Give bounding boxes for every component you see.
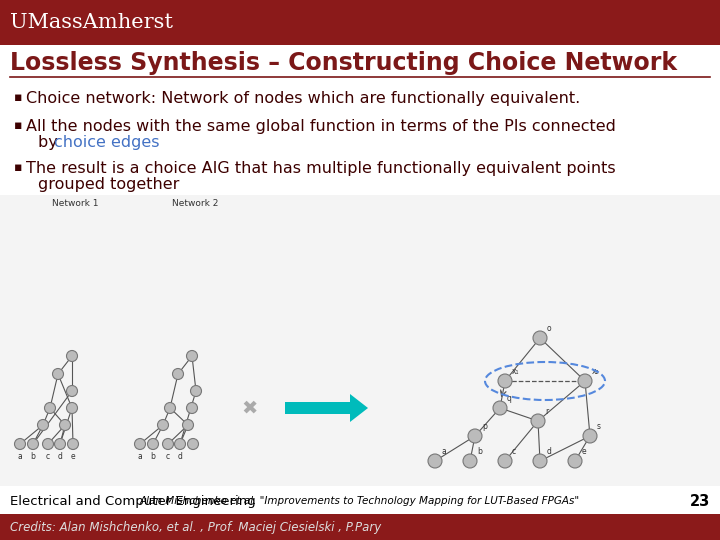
Circle shape bbox=[186, 350, 197, 361]
Circle shape bbox=[158, 420, 168, 430]
Text: d: d bbox=[58, 452, 63, 461]
Circle shape bbox=[148, 438, 158, 449]
Text: c: c bbox=[166, 452, 170, 461]
Text: e: e bbox=[582, 447, 587, 456]
Circle shape bbox=[463, 454, 477, 468]
Text: The result is a choice AIG that has multiple functionally equivalent points: The result is a choice AIG that has mult… bbox=[26, 161, 616, 176]
Circle shape bbox=[468, 429, 482, 443]
Text: d: d bbox=[547, 447, 552, 456]
Circle shape bbox=[45, 402, 55, 414]
Circle shape bbox=[60, 420, 71, 430]
Circle shape bbox=[42, 438, 53, 449]
Circle shape bbox=[135, 438, 145, 449]
Circle shape bbox=[493, 401, 507, 415]
Text: Electrical and Computer Engineering: Electrical and Computer Engineering bbox=[10, 495, 256, 508]
Text: ▪: ▪ bbox=[14, 91, 22, 104]
Circle shape bbox=[66, 386, 78, 396]
Text: c: c bbox=[46, 452, 50, 461]
Circle shape bbox=[173, 368, 184, 380]
Text: q: q bbox=[507, 394, 512, 403]
Circle shape bbox=[583, 429, 597, 443]
Circle shape bbox=[533, 331, 547, 345]
Text: grouped together: grouped together bbox=[38, 177, 179, 192]
Text: All the nodes with the same global function in terms of the PIs connected: All the nodes with the same global funct… bbox=[26, 119, 616, 134]
Text: Network 2: Network 2 bbox=[172, 199, 218, 208]
Text: ✖: ✖ bbox=[242, 399, 258, 417]
Circle shape bbox=[182, 420, 194, 430]
Text: a: a bbox=[442, 447, 446, 456]
Circle shape bbox=[27, 438, 38, 449]
Text: by: by bbox=[38, 135, 63, 150]
Text: a: a bbox=[138, 452, 143, 461]
Text: o: o bbox=[547, 324, 552, 333]
Circle shape bbox=[14, 438, 25, 449]
Bar bbox=[0, 0, 720, 45]
Circle shape bbox=[163, 438, 174, 449]
Circle shape bbox=[578, 374, 592, 388]
Circle shape bbox=[568, 454, 582, 468]
Text: 23: 23 bbox=[690, 494, 710, 509]
Circle shape bbox=[533, 454, 547, 468]
FancyArrow shape bbox=[285, 394, 368, 422]
Text: Choice network: Network of nodes which are functionally equivalent.: Choice network: Network of nodes which a… bbox=[26, 91, 580, 106]
Text: x₁: x₁ bbox=[512, 367, 520, 376]
Circle shape bbox=[37, 420, 48, 430]
Circle shape bbox=[68, 438, 78, 449]
Circle shape bbox=[174, 438, 186, 449]
Circle shape bbox=[498, 374, 512, 388]
Circle shape bbox=[66, 350, 78, 361]
Text: choice edges: choice edges bbox=[54, 135, 160, 150]
Text: ▪: ▪ bbox=[14, 119, 22, 132]
Circle shape bbox=[531, 414, 545, 428]
Text: b: b bbox=[477, 447, 482, 456]
Text: UMassAmherst: UMassAmherst bbox=[10, 13, 173, 32]
Circle shape bbox=[191, 386, 202, 396]
Circle shape bbox=[164, 402, 176, 414]
Text: Lossless Synthesis – Constructing Choice Network: Lossless Synthesis – Constructing Choice… bbox=[10, 51, 677, 75]
Text: c: c bbox=[512, 447, 516, 456]
Text: ▪: ▪ bbox=[14, 161, 22, 174]
Circle shape bbox=[53, 368, 63, 380]
Text: b: b bbox=[150, 452, 156, 461]
Bar bbox=[0, 195, 720, 486]
Text: d: d bbox=[178, 452, 182, 461]
Bar bbox=[0, 514, 720, 540]
Text: Network 1: Network 1 bbox=[52, 199, 98, 208]
Circle shape bbox=[498, 454, 512, 468]
Text: e: e bbox=[71, 452, 76, 461]
Circle shape bbox=[55, 438, 66, 449]
Circle shape bbox=[66, 402, 78, 414]
Text: Alan Mishchenko et al. "Improvements to Technology Mapping for LUT-Based FPGAs": Alan Mishchenko et al. "Improvements to … bbox=[140, 496, 580, 506]
Text: a: a bbox=[17, 452, 22, 461]
Text: s: s bbox=[597, 422, 601, 431]
Circle shape bbox=[187, 438, 199, 449]
Text: Credits: Alan Mishchenko, et al. , Prof. Maciej Ciesielski , P.Pary: Credits: Alan Mishchenko, et al. , Prof.… bbox=[10, 521, 382, 534]
Text: p: p bbox=[482, 422, 487, 431]
Circle shape bbox=[428, 454, 442, 468]
Circle shape bbox=[186, 402, 197, 414]
Text: r: r bbox=[545, 407, 548, 416]
Text: b: b bbox=[30, 452, 35, 461]
Text: x₂: x₂ bbox=[592, 367, 600, 376]
